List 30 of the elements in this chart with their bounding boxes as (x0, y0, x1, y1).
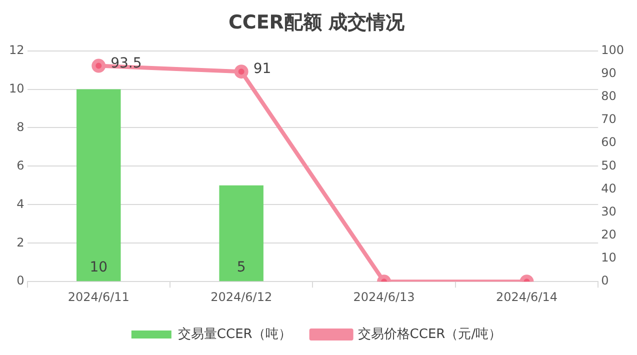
x-tick-label: 2024/6/13 (353, 290, 415, 304)
y2-tick-label: 50 (601, 158, 616, 172)
y-tick-label: 0 (16, 274, 24, 288)
y2-tick-label: 40 (601, 181, 616, 196)
y-tick-label: 12 (8, 42, 24, 57)
chart-title: CCER配额 成交情况 (228, 11, 406, 34)
y2-tick-label: 10 (601, 250, 616, 265)
point (234, 64, 248, 79)
point (92, 58, 106, 73)
y2-tick-label: 30 (601, 204, 616, 218)
y2-tick-label: 70 (601, 112, 616, 126)
y-tick-label: 6 (16, 158, 24, 172)
y2-tick-label: 90 (601, 66, 616, 80)
y-tick-label: 8 (16, 120, 24, 134)
y2-tick-label: 100 (601, 42, 624, 57)
y2-tick-label: 60 (601, 135, 616, 150)
x-tick-label: 2024/6/14 (496, 290, 558, 304)
y2-tick-label: 80 (601, 89, 616, 104)
x-tick-label: 2024/6/12 (210, 290, 272, 304)
y2-tick-label: 0 (601, 274, 609, 288)
data-label: 10 (90, 260, 108, 276)
y-tick-label: 10 (8, 81, 24, 96)
x-tick-label: 2024/6/11 (68, 290, 130, 304)
data-label: 91 (253, 61, 272, 78)
legend-label: 交易量CCER（吨） (178, 326, 292, 342)
y-tick-label: 4 (16, 196, 24, 211)
data-label: 5 (236, 260, 246, 276)
legend-label: 交易价格CCER（元/吨） (358, 326, 502, 342)
y-tick-label: 2 (16, 235, 24, 250)
y2-tick-label: 20 (601, 228, 616, 242)
